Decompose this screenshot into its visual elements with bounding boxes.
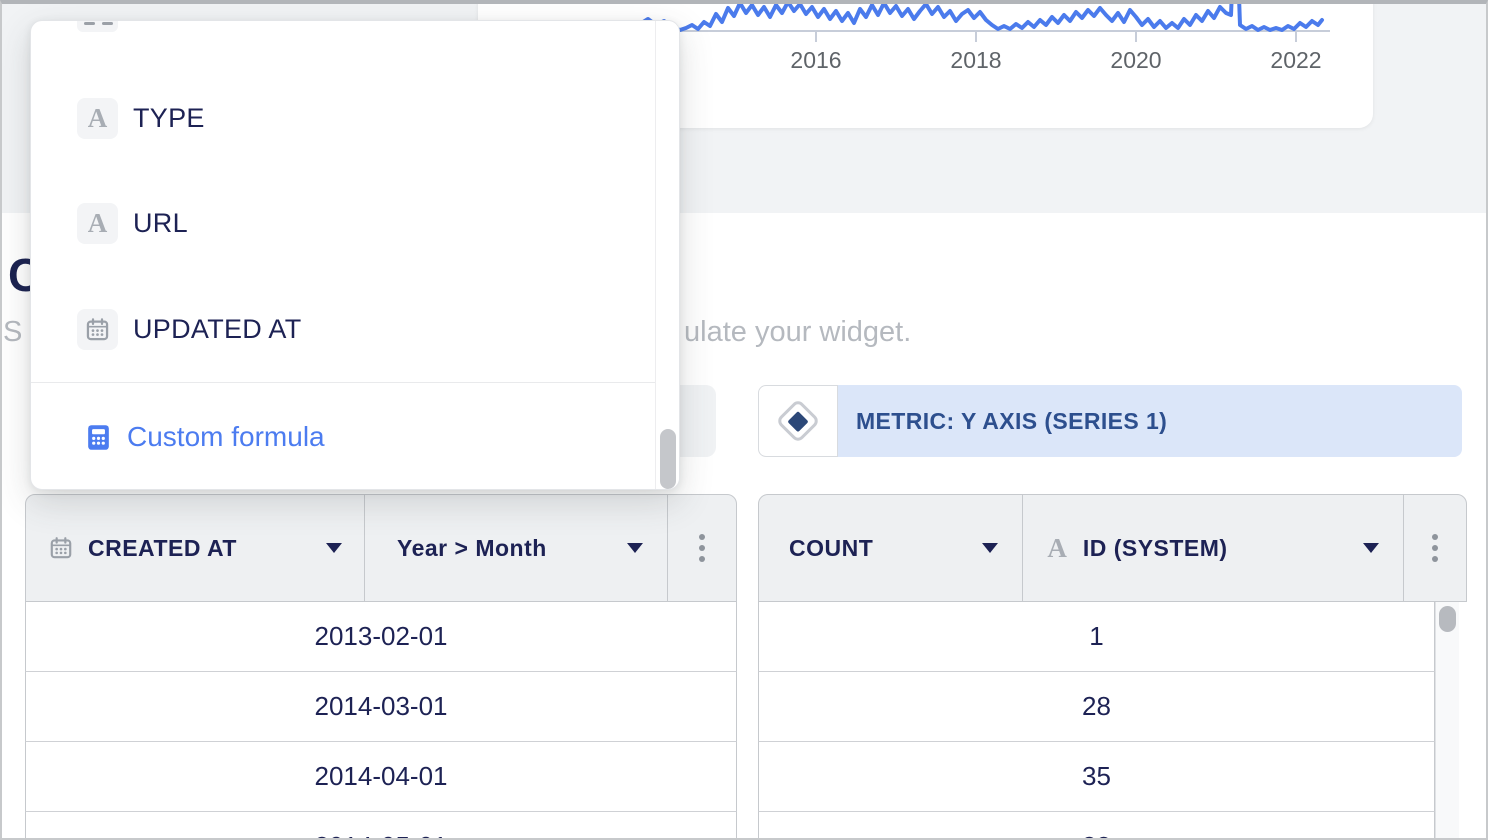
column-menu-button[interactable] xyxy=(667,495,736,601)
table-header-row: COUNT A ID (SYSTEM) xyxy=(758,494,1467,602)
dropdown-item-type[interactable]: A TYPE xyxy=(31,98,656,139)
chevron-down-icon xyxy=(326,543,343,553)
column-header-label: COUNT xyxy=(789,534,874,561)
dropdown-scrollbar-thumb[interactable] xyxy=(660,429,676,489)
dropdown-item-label: TYPE xyxy=(133,103,205,133)
x-axis-tick-label: 2022 xyxy=(1270,47,1322,73)
kebab-menu-icon xyxy=(1432,534,1439,562)
table-header-row: CREATED AT Year > Month xyxy=(25,494,737,602)
column-menu-button[interactable] xyxy=(1403,495,1466,601)
column-header-count[interactable]: COUNT xyxy=(759,495,1022,601)
column-header-label: CREATED AT xyxy=(88,534,237,561)
chevron-down-icon xyxy=(1363,543,1380,553)
page-subtitle-end-fragment: ulate your widget. xyxy=(684,316,912,348)
dropdown-item-updated-at[interactable]: UPDATED AT xyxy=(31,309,656,350)
diamond-icon xyxy=(775,398,821,444)
column-header-id-system[interactable]: A ID (SYSTEM) xyxy=(1022,495,1403,601)
dimension-preview-table: CREATED AT Year > Month 2013-02-01 2014-… xyxy=(25,494,737,840)
custom-formula-button[interactable]: Custom formula xyxy=(31,383,656,489)
dropdown-item-label: UPDATED AT xyxy=(133,314,302,344)
x-axis-tick-label: 2016 xyxy=(790,47,842,73)
text-a-icon: A xyxy=(77,98,118,139)
truncated-item-icon xyxy=(77,21,118,32)
column-header-label: Year > Month xyxy=(397,534,547,561)
metric-preview-table: COUNT A ID (SYSTEM) 1 28 35 38 xyxy=(758,494,1467,840)
column-header-granularity[interactable]: Year > Month xyxy=(364,495,667,601)
table-scrollbar-track[interactable] xyxy=(1435,602,1459,840)
calendar-icon xyxy=(48,535,74,561)
kebab-menu-icon xyxy=(699,534,706,562)
table-scrollbar-thumb[interactable] xyxy=(1439,606,1456,632)
table-row: 2013-02-01 xyxy=(25,602,737,672)
metric-type-button[interactable] xyxy=(758,385,838,457)
table-row: 35 xyxy=(758,742,1435,812)
table-row: 2014-03-01 xyxy=(25,672,737,742)
dropdown-scrollbar-track[interactable] xyxy=(655,21,679,489)
page-subtitle-start-fragment: S xyxy=(3,316,23,348)
table-row: 2014-05-01 xyxy=(25,812,737,840)
table-row: 1 xyxy=(758,602,1435,672)
calculator-icon xyxy=(83,422,114,453)
calendar-icon xyxy=(77,309,118,350)
dimension-pill-partial[interactable] xyxy=(680,385,716,457)
chevron-down-icon xyxy=(627,543,644,553)
table-row: 2014-04-01 xyxy=(25,742,737,812)
dropdown-item-url[interactable]: A URL xyxy=(31,203,656,244)
column-header-label: ID (SYSTEM) xyxy=(1082,534,1228,561)
divider xyxy=(31,382,656,383)
chevron-down-icon xyxy=(982,543,999,553)
text-a-icon: A xyxy=(77,203,118,244)
x-axis-tick-label: 2020 xyxy=(1110,47,1162,73)
field-picker-dropdown: A TYPE A URL UPDATED AT Custom formula xyxy=(30,20,680,490)
x-axis-tick-label: 2018 xyxy=(950,47,1002,73)
table-row: 28 xyxy=(758,672,1435,742)
dropdown-item-label: URL xyxy=(133,208,188,238)
text-a-icon: A xyxy=(1047,532,1067,563)
metric-pill[interactable]: METRIC: Y AXIS (SERIES 1) xyxy=(838,385,1462,457)
column-header-created-at[interactable]: CREATED AT xyxy=(26,495,364,601)
table-row: 38 xyxy=(758,812,1435,840)
custom-formula-label: Custom formula xyxy=(127,421,325,452)
